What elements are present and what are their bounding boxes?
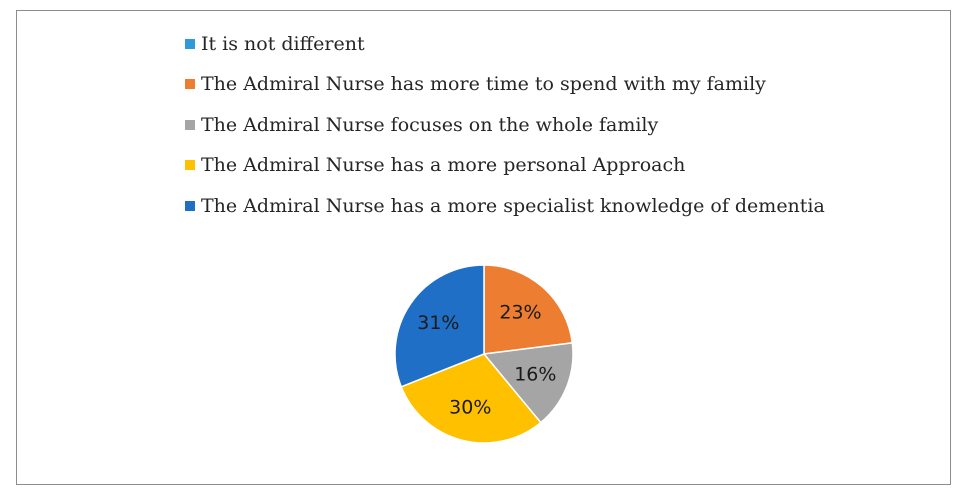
pie-slice-2 xyxy=(482,342,574,424)
pie-slice-3 xyxy=(400,353,542,444)
legend-label: The Admiral Nurse has a more specialist … xyxy=(201,194,825,217)
legend-item-not-different: It is not different xyxy=(185,31,825,71)
legend-item-specialist-knowledge: The Admiral Nurse has a more specialist … xyxy=(185,193,825,233)
pie-slice-1 xyxy=(483,264,574,355)
legend-swatch xyxy=(185,79,195,90)
legend-swatch xyxy=(185,200,195,211)
legend-label: The Admiral Nurse has a more personal Ap… xyxy=(201,154,686,177)
legend-swatch xyxy=(185,119,195,130)
legend-item-more-time: The Admiral Nurse has more time to spend… xyxy=(185,71,825,111)
pie-slice-4 xyxy=(394,264,485,388)
legend-label: The Admiral Nurse has more time to spend… xyxy=(201,73,766,96)
pie-chart: 23% 16% 30% 31% xyxy=(394,264,574,444)
pie-data-label-1: 23% xyxy=(499,302,541,324)
pie-data-label-2: 16% xyxy=(514,363,556,385)
legend-item-personal-approach: The Admiral Nurse has a more personal Ap… xyxy=(185,152,825,192)
legend-item-whole-family: The Admiral Nurse focuses on the whole f… xyxy=(185,112,825,152)
legend-swatch xyxy=(185,160,195,171)
legend-label: The Admiral Nurse focuses on the whole f… xyxy=(201,113,659,136)
legend-swatch xyxy=(185,39,195,49)
pie-data-label-4: 31% xyxy=(417,312,459,334)
pie-data-label-3: 30% xyxy=(449,396,491,418)
legend-label: It is not different xyxy=(201,33,365,55)
legend: It is not different The Admiral Nurse ha… xyxy=(185,31,825,233)
